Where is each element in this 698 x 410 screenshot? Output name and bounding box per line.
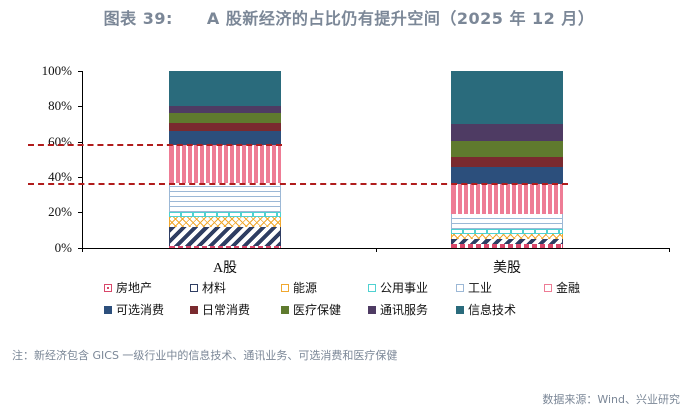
legend-label: 信息技术: [468, 303, 517, 317]
information-technology-swatch-icon: [456, 305, 464, 314]
bar-segment-房地产: [169, 246, 281, 248]
health-care-swatch-icon: [281, 305, 289, 314]
bar-segment-材料: [169, 226, 281, 247]
bar-segment-工业: [169, 182, 281, 212]
y-tick-40: 40%: [48, 169, 72, 184]
bar-segment-材料: [451, 239, 563, 245]
materials-swatch-icon: [190, 283, 198, 292]
legend-label: 通讯服务: [380, 303, 429, 317]
x-tick-mark: [376, 248, 377, 252]
data-source: 数据来源：Wind、兴业研究: [542, 393, 680, 406]
y-tick-100: 100%: [41, 63, 72, 78]
x-tick-mark: [82, 248, 83, 252]
bar-segment-信息技术: [169, 71, 281, 106]
footnote: 注：新经济包含 GICS 一级行业中的信息技术、通讯业务、可选消费和医疗保健: [12, 349, 398, 362]
legend-label: 金融: [556, 281, 581, 295]
bar-segment-通讯服务: [169, 105, 281, 113]
dashed-line-a-share-new-economy: [28, 144, 282, 146]
bar-segment-能源: [451, 233, 563, 240]
bar-segment-房地产: [451, 244, 563, 248]
y-tick-mark: [78, 248, 83, 249]
bar-segment-公用事业: [169, 211, 281, 218]
legend-item-real-estate: 房地产: [104, 279, 152, 296]
industrials-swatch-icon: [456, 283, 464, 292]
legend-item-financials: 金融: [544, 279, 580, 296]
bar-segment-工业: [451, 214, 563, 229]
y-tick-80: 80%: [48, 98, 72, 113]
legend-label: 工业: [468, 281, 493, 295]
legend-item-energy: 能源: [281, 279, 317, 296]
bar-segment-能源: [169, 217, 281, 227]
legend-row-1: 房地产 材料 能源 公用事业 工业 金融: [104, 279, 664, 301]
x-label-a-share: A股: [212, 261, 238, 276]
consumer-discretionary-swatch-icon: [104, 305, 112, 314]
bar-segment-医疗保健: [451, 140, 563, 157]
legend-item-materials: 材料: [190, 279, 226, 296]
dashed-line-us-new-economy: [28, 183, 568, 185]
energy-swatch-icon: [281, 283, 289, 292]
legend-label: 能源: [293, 281, 318, 295]
legend-item-communication-services: 通讯服务: [368, 301, 428, 318]
bar-segment-可选消费: [451, 166, 563, 185]
legend-label: 可选消费: [116, 303, 165, 317]
figure-number: 图表 39:: [103, 9, 173, 28]
legend-label: 日常消费: [202, 303, 251, 317]
y-tick-mark: [78, 212, 83, 213]
bar-segment-医疗保健: [169, 112, 281, 124]
consumer-staples-swatch-icon: [190, 305, 198, 314]
y-tick-mark: [78, 71, 83, 72]
chart-legend: 房地产 材料 能源 公用事业 工业 金融 可选消费 日常消费: [104, 279, 664, 323]
bar-segment-通讯服务: [451, 124, 563, 141]
financials-swatch-icon: [544, 283, 552, 292]
legend-row-2: 可选消费 日常消费 医疗保健 通讯服务 信息技术: [104, 301, 664, 323]
legend-item-industrials: 工业: [456, 279, 492, 296]
legend-label: 公用事业: [380, 281, 429, 295]
figure-title-text: A 股新经济的占比仍有提升空间（2025 年 12 月）: [206, 9, 595, 28]
bar-segment-日常消费: [451, 156, 563, 167]
y-tick-mark: [78, 106, 83, 107]
legend-item-health-care: 医疗保健: [281, 301, 341, 318]
y-tick-0: 0%: [54, 240, 72, 255]
bar-segment-金融: [169, 145, 281, 183]
y-tick-mark: [78, 142, 83, 143]
stacked-bar-chart: 100% 80% 60% 40% 20% 0% A股 美股: [28, 63, 670, 276]
utilities-swatch-icon: [368, 283, 376, 292]
x-label-us-share: 美股: [493, 261, 521, 276]
legend-label: 房地产: [116, 281, 153, 295]
y-axis-line: [82, 71, 83, 249]
y-tick-20: 20%: [48, 204, 72, 219]
bar-us-share: [451, 71, 563, 248]
legend-item-consumer-staples: 日常消费: [190, 301, 250, 318]
y-tick-60: 60%: [48, 134, 72, 149]
bar-segment-公用事业: [451, 228, 563, 234]
legend-item-utilities: 公用事业: [368, 279, 428, 296]
chart-title: 图表 39: A 股新经济的占比仍有提升空间（2025 年 12 月）: [0, 5, 698, 29]
legend-item-consumer-discretionary: 可选消费: [104, 301, 164, 318]
real-estate-swatch-icon: [104, 283, 112, 292]
legend-item-information-technology: 信息技术: [456, 301, 516, 318]
legend-label: 材料: [202, 281, 227, 295]
communication-services-swatch-icon: [368, 305, 376, 314]
y-tick-mark: [78, 177, 83, 178]
bar-segment-日常消费: [169, 123, 281, 132]
bar-segment-可选消费: [169, 131, 281, 146]
x-tick-mark: [669, 248, 670, 252]
bar-segment-金融: [451, 184, 563, 215]
bar-segment-信息技术: [451, 71, 563, 125]
bar-a-share: [169, 71, 281, 248]
legend-label: 医疗保健: [293, 303, 342, 317]
